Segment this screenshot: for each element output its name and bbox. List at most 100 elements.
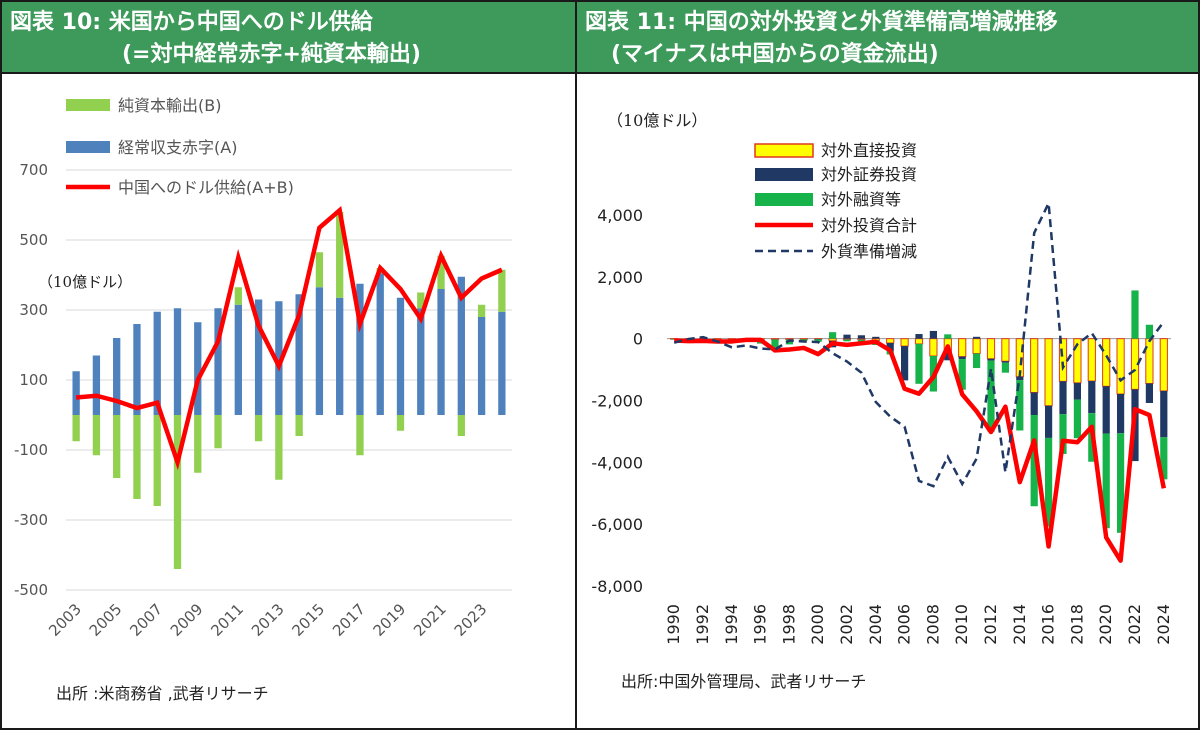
legend-label: 対外証券投資 [821, 165, 917, 184]
left-bar-0-2 [113, 338, 121, 415]
x-tick-label: 2005 [86, 600, 126, 640]
x-tick-label: 2006 [895, 604, 914, 645]
y-tick-label: 300 [19, 301, 48, 319]
legend-label: 対外直接投資 [821, 141, 917, 160]
left-bar-1-20 [477, 304, 486, 317]
y-tick-label: 0 [633, 330, 643, 349]
x-tick-label: 2023 [451, 600, 491, 640]
x-tick-label: 2002 [837, 604, 856, 645]
left-bar-0-17 [417, 308, 425, 415]
left-bar-1-18 [437, 255, 445, 289]
x-tick-label: 2022 [1125, 604, 1144, 645]
right-bar-0-15 [886, 338, 895, 344]
x-tick-label: 2012 [981, 604, 1000, 645]
left-chart-panel: 図表 10: 米国から中国へのドル供給 (=対中経常赤字+純資本輸出) 700 5… [0, 0, 577, 730]
y-tick-label: 4,000 [597, 206, 643, 225]
left-bar-1-13 [336, 212, 344, 298]
right-bar-2-22 [987, 360, 995, 432]
right-chart-subtitle: (マイナスは中国からの資金流出) [611, 42, 939, 67]
right-bar-0-29 [1087, 338, 1096, 382]
right-bar-2-9 [800, 339, 808, 341]
right-bar-1-13 [857, 335, 865, 339]
left-bar-1-3 [133, 415, 141, 499]
left-bar-1-4 [153, 415, 161, 506]
right-bar-1-22 [987, 358, 995, 361]
right-bar-0-26 [1044, 338, 1053, 407]
right-bar-2-7 [771, 339, 779, 348]
right-bar-0-17 [914, 338, 924, 345]
x-tick-label: 1992 [693, 604, 712, 645]
right-bar-1-21 [973, 336, 981, 339]
y-tick-label: -100 [14, 441, 48, 459]
x-tick-label: 2021 [410, 600, 450, 640]
right-bar-0-13 [857, 338, 866, 341]
right-bar-2-17 [915, 343, 923, 384]
left-bar-0-15 [376, 273, 384, 415]
fx-reserves-dashed-line [673, 198, 1165, 488]
right-bar-2-21 [973, 353, 981, 369]
left-bar-0-9 [254, 299, 263, 415]
right-bar-0-18 [929, 338, 938, 357]
x-tick-label: 2011 [207, 600, 247, 640]
right-chart-source: 出所:中国外管理局、武者リサーチ [621, 672, 867, 691]
right-chart-svg: 4,000 2,000 0 -2,000 -4,000 -6,000 -8,000 1990 1… [591, 111, 1172, 645]
unit-label: （10億ドル） [38, 273, 132, 291]
left-bar-0-3 [133, 324, 141, 415]
left-bar-1-19 [457, 415, 465, 436]
legend-label: 外貨準備増減 [821, 242, 917, 261]
x-tick-label: 1996 [751, 604, 770, 645]
y-tick-label: -4,000 [591, 453, 643, 472]
right-bar-1-12 [843, 334, 851, 339]
right-bar-1-33 [1145, 383, 1153, 403]
left-bar-1-9 [254, 415, 263, 442]
x-tick-label: 2016 [1039, 604, 1058, 645]
left-bar-1-8 [234, 287, 242, 305]
left-bar-0-4 [153, 311, 161, 415]
left-bar-0-6 [194, 322, 202, 415]
x-tick-label: 2015 [289, 600, 329, 640]
right-bar-1-25 [1030, 392, 1038, 416]
left-bar-0-8 [234, 304, 242, 415]
right-bar-0-30 [1102, 338, 1111, 387]
left-bar-0-7 [214, 308, 222, 415]
left-bar-0-5 [173, 308, 182, 415]
right-bar-1-20 [958, 356, 966, 360]
left-bar-1-0 [72, 415, 80, 442]
x-tick-label: 2017 [329, 600, 369, 640]
x-tick-label: 2018 [1067, 604, 1086, 645]
right-bar-1-26 [1045, 405, 1053, 438]
x-tick-label: 2004 [866, 604, 885, 645]
right-bar-2-24 [1016, 380, 1024, 431]
right-bar-0-25 [1030, 338, 1039, 393]
right-bar-2-33 [1145, 324, 1153, 339]
unit-label: （10億ドル） [607, 111, 707, 130]
y-tick-label: -500 [14, 581, 48, 599]
x-tick-label: 2008 [923, 604, 942, 645]
left-chart-subtitle: (=対中経常赤字+純資本輸出) [122, 42, 421, 67]
left-bar-1-6 [194, 415, 202, 473]
right-bar-0-23 [1001, 338, 1010, 362]
right-bar-0-33 [1145, 338, 1154, 384]
left-bar-0-21 [498, 311, 506, 415]
right-bar-1-17 [915, 334, 923, 339]
legend-label: 中国へのドル供給(A+B) [118, 178, 294, 197]
left-bar-1-21 [498, 269, 506, 312]
x-tick-label: 2009 [167, 600, 207, 640]
right-bar-1-23 [1001, 361, 1009, 363]
right-bar-2-32 [1131, 290, 1139, 339]
legend-swatch [755, 193, 813, 206]
right-bar-1-30 [1102, 386, 1110, 434]
left-bar-0-10 [275, 301, 283, 415]
legend-swatch [66, 99, 110, 111]
right-bar-0-34 [1159, 338, 1168, 392]
total-investment-line [674, 337, 1167, 563]
right-bar-2-12 [843, 339, 851, 342]
right-bar-0-11 [828, 338, 837, 342]
right-chart-panel: 図表 11: 中国の対外投資と外貨準備高増減推移 (マイナスは中国からの資金流出… [575, 0, 1200, 730]
right-bar-1-34 [1160, 390, 1168, 438]
legend-swatch [755, 168, 813, 181]
left-bar-0-18 [437, 289, 445, 415]
right-bar-2-11 [829, 332, 837, 339]
right-bar-2-28 [1073, 399, 1081, 439]
legend-label: 対外投資合計 [821, 216, 917, 235]
